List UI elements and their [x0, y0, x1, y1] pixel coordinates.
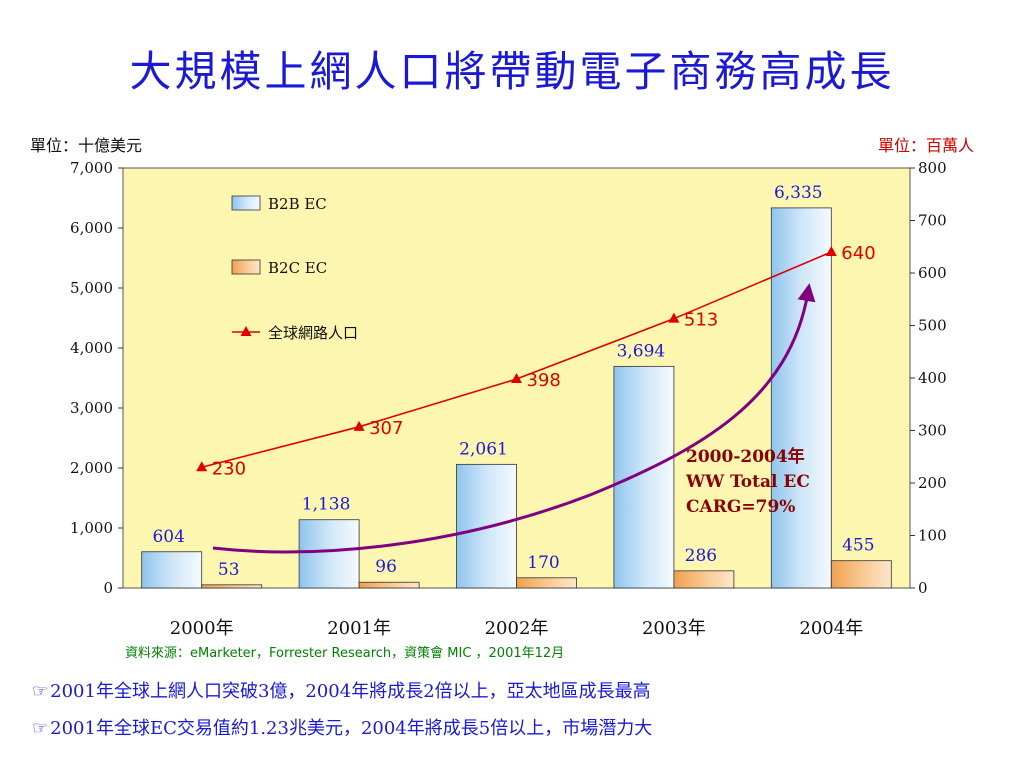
pointing-hand-icon: ☞ [32, 681, 49, 702]
legend-swatch-b2b [231, 195, 261, 211]
legend-swatch-b2c [231, 259, 261, 275]
cagr-annotation-line: WW Total EC [685, 472, 810, 492]
data-label-b2b: 1,138 [302, 495, 351, 515]
left-axis-tick-label: 5,000 [70, 279, 113, 297]
right-axis-tick-label: 800 [918, 159, 947, 177]
left-axis-tick-label: 1,000 [70, 519, 113, 537]
data-label-b2b: 6,335 [774, 183, 823, 203]
line-marker [825, 246, 837, 256]
legend-label-b2b: B2B EC [268, 195, 327, 213]
right-axis-tick-label: 500 [918, 317, 947, 335]
bar-b2b [141, 551, 203, 589]
data-label-population: 640 [841, 243, 875, 264]
right-axis-tick-label: 100 [918, 527, 947, 545]
left-axis-tick-label: 3,000 [70, 399, 113, 417]
x-axis-category-label: 2003年 [642, 618, 706, 639]
left-axis-tick-label: 7,000 [70, 159, 113, 177]
line-marker [511, 373, 522, 384]
left-axis-tick-label: 6,000 [70, 219, 113, 237]
line-marker [196, 461, 208, 472]
right-axis-tick-label: 600 [918, 264, 947, 282]
right-axis-unit-label: 單位：百萬人 [877, 136, 974, 155]
data-label-b2c: 170 [527, 553, 559, 573]
right-axis-tick-label: 700 [918, 212, 947, 230]
data-label-population: 307 [369, 418, 403, 439]
data-label-b2c: 286 [685, 546, 717, 566]
data-label-b2c: 53 [218, 560, 240, 580]
cagr-annotation-line: 2000-2004年 [686, 446, 805, 467]
left-axis-tick-label: 2,000 [70, 459, 113, 477]
x-axis-category-label: 2004年 [799, 618, 863, 639]
data-label-b2b: 604 [152, 527, 184, 547]
left-axis-tick-label: 4,000 [70, 339, 113, 357]
left-axis-unit-label: 單位：十億美元 [30, 136, 143, 155]
right-axis-tick-label: 300 [918, 422, 947, 440]
right-axis-tick-label: 200 [918, 474, 947, 492]
bar-b2c [201, 584, 263, 589]
bullet-item: ☞ 2001年全球上網人口突破3億，2004年將成長2倍以上，亞太地區成長最高 [32, 677, 651, 703]
bar-b2b [613, 365, 675, 589]
right-axis-tick-label: 400 [918, 369, 947, 387]
right-axis-tick-label: 0 [918, 579, 928, 597]
legend-marker-population [240, 326, 252, 336]
data-label-b2b: 3,694 [617, 341, 666, 361]
pointing-hand-icon: ☞ [32, 718, 49, 739]
page-title: 大規模上網人口將帶動電子商務高成長 [129, 47, 895, 96]
left-axis-tick-label: 0 [103, 579, 113, 597]
trend-arrow [212, 283, 816, 554]
bar-b2c [516, 577, 577, 589]
data-label-b2c: 96 [375, 557, 397, 577]
line-marker [668, 312, 680, 323]
bar-b2c [358, 581, 420, 589]
cagr-annotation-line: CARG=79% [686, 497, 795, 517]
bullet-item: ☞ 2001年全球EC交易值約1.23兆美元，2004年將成長5倍以上，市場潛力大 [32, 714, 652, 740]
bar-b2b [770, 207, 832, 589]
bullet-text: 2001年全球EC交易值約1.23兆美元，2004年將成長5倍以上，市場潛力大 [50, 718, 653, 739]
data-label-population: 398 [527, 370, 561, 391]
bar-b2c [830, 560, 892, 589]
line-marker [353, 420, 365, 431]
bullet-text: 2001年全球上網人口突破3億，2004年將成長2倍以上，亞太地區成長最高 [50, 681, 651, 702]
data-label-b2b: 2,061 [459, 439, 508, 459]
x-axis-category-label: 2001年 [327, 618, 391, 639]
data-label-population: 513 [684, 310, 718, 331]
data-label-population: 230 [212, 458, 246, 479]
source-note: 資料來源：eMarketer，Forrester Research，資策會 MI… [125, 646, 565, 661]
legend-label-b2c: B2C EC [268, 259, 327, 277]
bar-b2b [298, 519, 360, 589]
bar-b2c [673, 570, 735, 589]
x-axis-category-label: 2000年 [170, 618, 234, 639]
legend-label-population: 全球網路人口 [268, 324, 358, 342]
data-label-b2c: 455 [842, 536, 874, 556]
x-axis-category-label: 2002年 [485, 618, 549, 639]
